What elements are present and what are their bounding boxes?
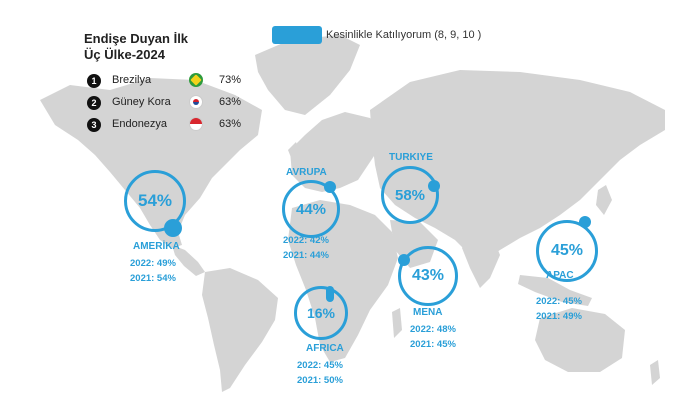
mena-label: MENA — [413, 307, 443, 318]
africa-2021: 2021: 50% — [297, 375, 343, 386]
country-value: 63% — [219, 118, 242, 130]
africa-marker-dot — [326, 286, 334, 302]
central-america-landmass — [172, 245, 205, 276]
legend-swatch — [272, 26, 322, 44]
africa-ring: 16% — [294, 286, 348, 340]
mena-marker-dot — [398, 254, 410, 266]
top-countries-panel: Endişe Duyan İlk Üç Ülke-2024 1 Brezilya… — [84, 31, 254, 137]
country-name: Endonezya — [112, 118, 168, 130]
apac-marker-dot — [579, 216, 591, 228]
country-value: 73% — [219, 74, 242, 86]
turkiye-ring: 58% — [381, 166, 439, 224]
legend: Kesinlikle Katılıyorum (8, 9, 10 ) — [272, 26, 481, 44]
legend-label: Kesinlikle Katılıyorum (8, 9, 10 ) — [326, 29, 482, 41]
mena-2021: 2021: 45% — [410, 339, 456, 350]
brazil-flag-icon — [189, 73, 203, 87]
africa-label: AFRICA — [306, 343, 344, 354]
africa-history: 2022: 45% 2021: 50% — [297, 358, 343, 388]
amerika-history: 2022: 49% 2021: 54% — [130, 256, 176, 286]
madagascar-landmass — [392, 308, 402, 338]
apac-2022: 2022: 45% — [536, 296, 582, 307]
australia-landmass — [535, 308, 625, 372]
avrupa-label: AVRUPA — [286, 167, 327, 178]
new-zealand-landmass — [650, 360, 660, 385]
japan-landmass — [596, 185, 612, 215]
amerika-marker-dot — [164, 219, 182, 237]
ranking-row: 2 Güney Kora 63% — [84, 93, 254, 115]
europe-landmass — [290, 112, 382, 192]
amerika-ring: 54% — [124, 170, 186, 232]
rank-number-badge: 3 — [87, 118, 101, 132]
south-korea-flag-icon — [189, 95, 203, 109]
country-value: 63% — [219, 96, 242, 108]
rank-number-badge: 1 — [87, 74, 101, 88]
india-landmass — [462, 230, 500, 288]
turkiye-marker-dot — [428, 180, 440, 192]
uk-landmass — [288, 142, 300, 165]
avrupa-2022: 2022: 42% — [283, 235, 329, 246]
mena-2022: 2022: 48% — [410, 324, 456, 335]
panel-title: Endişe Duyan İlk Üç Ülke-2024 — [84, 31, 189, 62]
south-america-landmass — [202, 268, 278, 392]
mena-ring: 43% — [398, 246, 458, 306]
southeast-asia-islands — [518, 275, 592, 306]
avrupa-history: 2022: 42% 2021: 44% — [283, 233, 329, 263]
apac-ring: 45% — [536, 220, 598, 282]
country-name: Brezilya — [112, 74, 152, 86]
ranking-row: 1 Brezilya 73% — [84, 71, 254, 93]
amerika-2021: 2021: 54% — [130, 273, 176, 284]
indonesia-flag-icon — [189, 117, 203, 131]
apac-2021: 2021: 49% — [536, 311, 582, 322]
apac-label: APAC — [546, 270, 574, 281]
amerika-2022: 2022: 49% — [130, 258, 176, 269]
greenland-landmass — [255, 35, 360, 115]
ranking-row: 3 Endonezya 63% — [84, 115, 254, 137]
africa-landmass — [288, 200, 398, 362]
mena-history: 2022: 48% 2021: 45% — [410, 322, 456, 352]
rank-number-badge: 2 — [87, 96, 101, 110]
turkiye-label: TURKIYE — [389, 152, 433, 163]
country-name: Güney Kora — [112, 96, 171, 108]
avrupa-ring: 44% — [282, 180, 340, 238]
africa-2022: 2022: 45% — [297, 360, 343, 371]
apac-history: 2022: 45% 2021: 49% — [536, 294, 582, 324]
amerika-label: AMERİKA — [133, 241, 180, 252]
avrupa-2021: 2021: 44% — [283, 250, 329, 261]
asia-landmass — [370, 70, 665, 262]
avrupa-marker-dot — [324, 181, 336, 193]
